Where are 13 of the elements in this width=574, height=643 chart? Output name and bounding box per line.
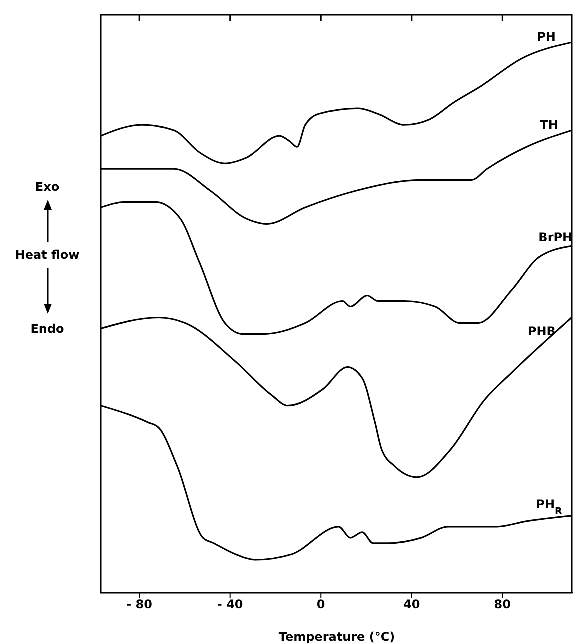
text: Endo [30, 322, 66, 338]
series-label: PH [537, 30, 556, 44]
series-label: BrPH [538, 230, 573, 245]
y-axis-title: Heat flow [14, 247, 81, 264]
x-tick-label: 40 [404, 598, 420, 612]
series-label: TH [540, 118, 558, 132]
x-tick-label: - 80 [126, 598, 153, 612]
x-tick-label: 0 [316, 598, 326, 612]
text: Exo [34, 180, 61, 196]
series-label: PH$_{R}$ [536, 498, 564, 518]
series-label: PHB [528, 324, 556, 338]
x-tick-label: - 40 [217, 598, 244, 612]
x-tick-label: 80 [494, 598, 512, 612]
